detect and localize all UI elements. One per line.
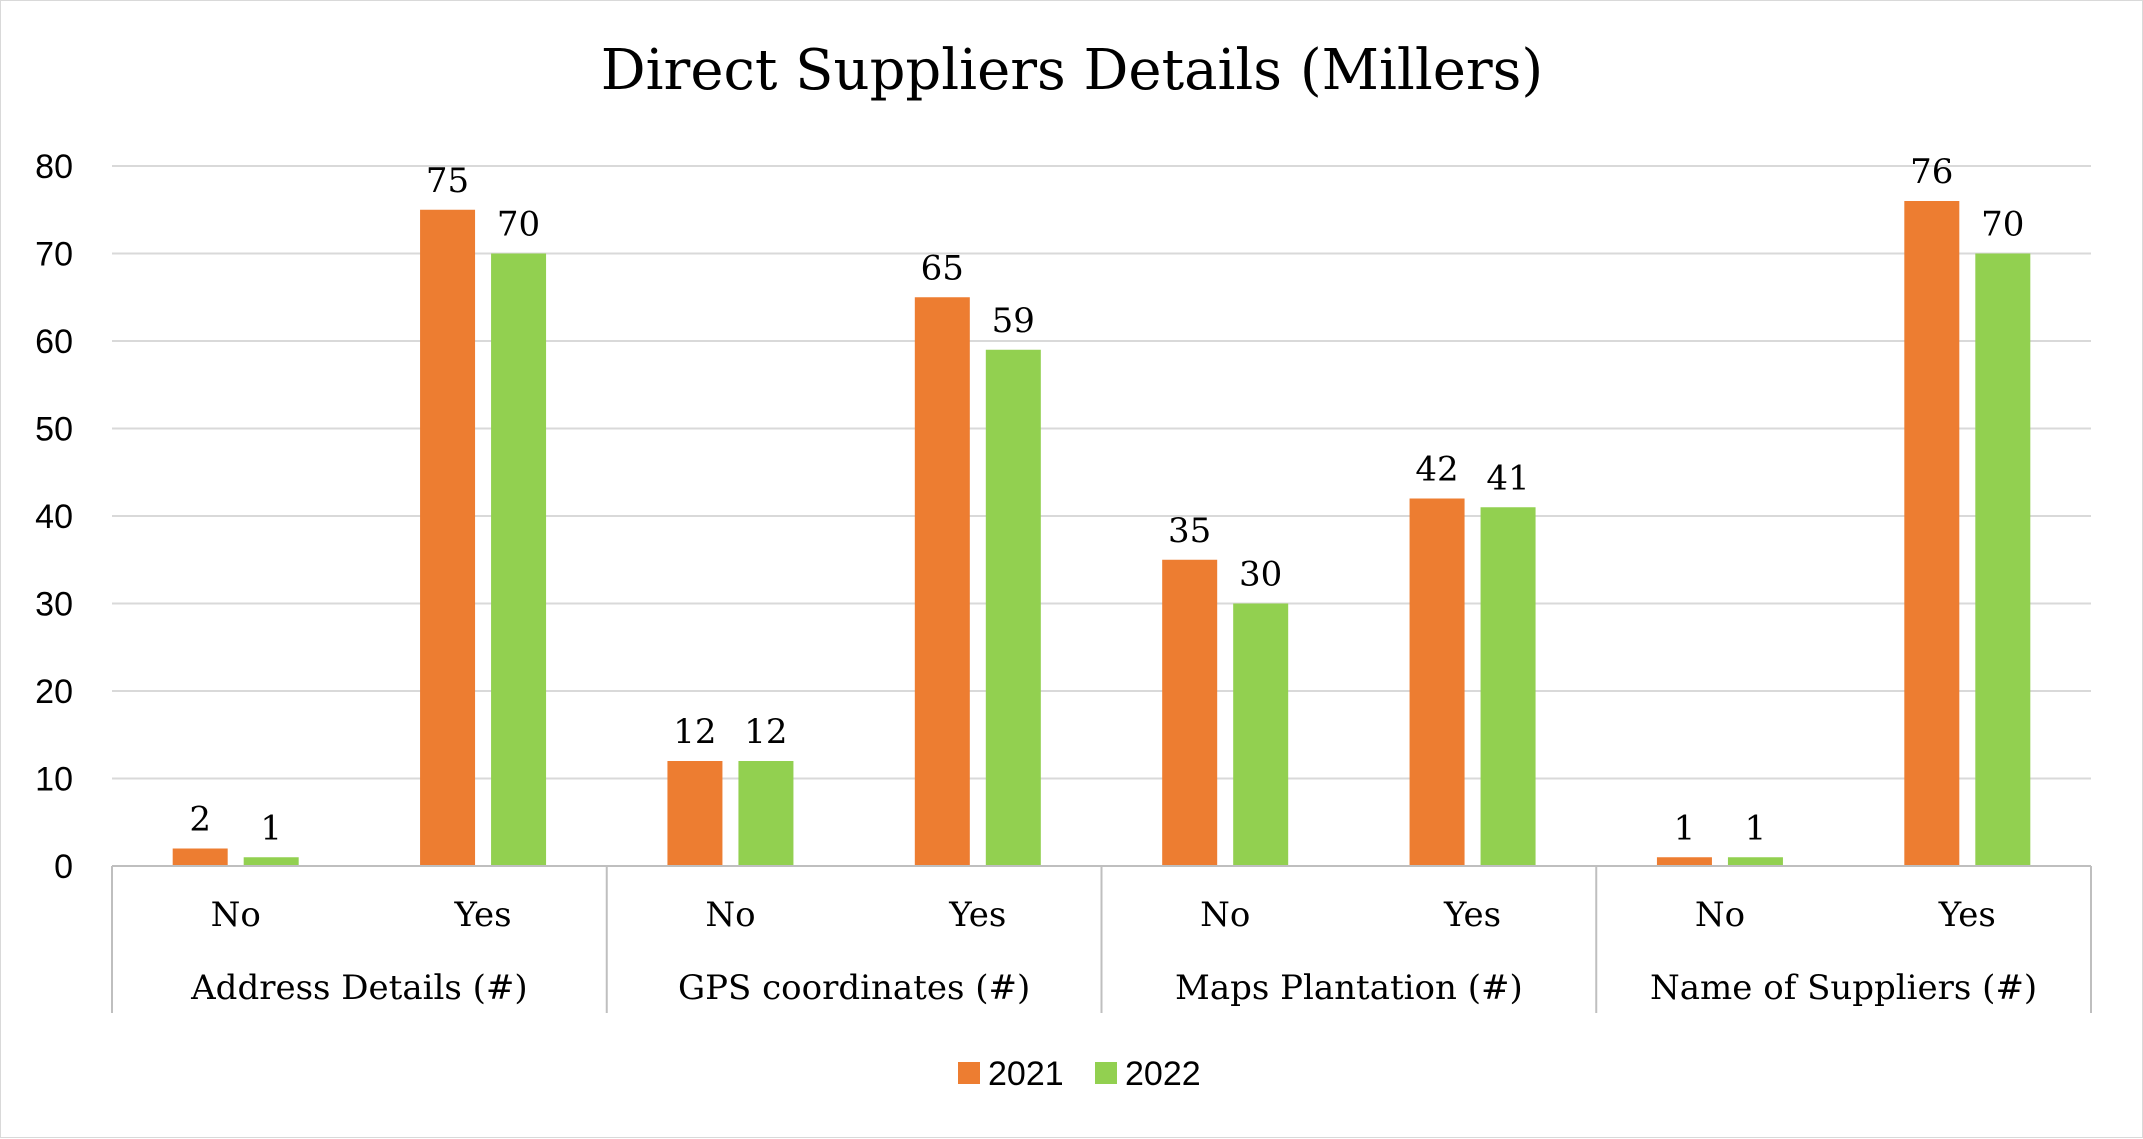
bar-2022-4: [1233, 603, 1289, 866]
x-category-label: No: [705, 895, 755, 935]
bar-2021-7: [1904, 201, 1960, 866]
legend-label: 2021: [988, 1055, 1064, 1093]
legend-swatch-2021: [958, 1062, 980, 1084]
bar-2021-1: [420, 209, 476, 866]
data-label: 30: [1239, 555, 1282, 595]
legend: 2021 2022: [958, 1055, 1201, 1093]
bar-2021-2: [667, 761, 723, 866]
x-category-label: No: [1695, 895, 1745, 935]
bar-2022-5: [1480, 507, 1536, 866]
x-group-label: Name of Suppliers (#): [1650, 968, 2037, 1008]
data-label: 76: [1910, 152, 1953, 192]
x-category-label: No: [1200, 895, 1250, 935]
y-tick-label: 70: [35, 236, 73, 274]
data-label: 35: [1168, 511, 1211, 551]
x-axis: No Yes No Yes No Yes No Yes Address Details (#) G…: [111, 865, 2092, 1013]
y-tick-label: 50: [35, 411, 73, 449]
data-label: 2: [189, 800, 211, 840]
x-group-label: Maps Plantation (#): [1175, 968, 1523, 1008]
bar-2022-7: [1975, 253, 2031, 866]
bar-2022-6: [1727, 857, 1783, 866]
bar-2022-1: [491, 253, 547, 866]
y-tick-label: 40: [35, 498, 73, 536]
bar-2021-6: [1656, 857, 1712, 866]
data-labels: 2 1 75 70 12 12 65 59 35 30 42 41 1 1 76 70: [189, 152, 2024, 848]
legend-label: 2022: [1125, 1055, 1201, 1093]
x-category-label: Yes: [948, 895, 1006, 935]
y-axis: 0 10 20 30 40 50 60 70 80: [35, 148, 73, 886]
bar-2022-0: [243, 857, 299, 866]
data-label: 1: [1745, 808, 1767, 848]
y-tick-label: 20: [35, 673, 73, 711]
chart-title: Direct Suppliers Details (Millers): [601, 38, 1543, 103]
data-label: 75: [426, 161, 469, 201]
x-group-label: Address Details (#): [190, 968, 528, 1008]
y-tick-label: 0: [54, 848, 73, 886]
data-label: 1: [1674, 808, 1696, 848]
bar-2021-3: [914, 297, 970, 866]
data-label: 12: [744, 712, 787, 752]
data-label: 42: [1415, 450, 1458, 490]
bar-2021-4: [1162, 559, 1218, 866]
data-label: 1: [260, 808, 282, 848]
y-tick-label: 30: [35, 586, 73, 624]
bar-2022-2: [738, 761, 794, 866]
bars: [172, 201, 2031, 866]
bar-2022-3: [985, 349, 1041, 866]
data-label: 65: [921, 248, 964, 288]
data-label: 12: [673, 712, 716, 752]
legend-swatch-2022: [1095, 1062, 1117, 1084]
data-label: 70: [497, 205, 540, 245]
data-label: 41: [1486, 458, 1529, 498]
x-category-label: No: [211, 895, 261, 935]
bar-2021-5: [1409, 498, 1465, 866]
data-label: 70: [1981, 205, 2024, 245]
y-tick-label: 80: [35, 148, 73, 186]
data-label: 59: [992, 301, 1035, 341]
x-category-label: Yes: [454, 895, 512, 935]
x-category-label: Yes: [1938, 895, 1996, 935]
bar-2021-0: [172, 848, 228, 866]
y-tick-label: 10: [35, 761, 73, 799]
x-category-label: Yes: [1443, 895, 1501, 935]
y-tick-label: 60: [35, 323, 73, 361]
x-group-label: GPS coordinates (#): [678, 968, 1030, 1008]
gridlines: [112, 165, 2091, 780]
